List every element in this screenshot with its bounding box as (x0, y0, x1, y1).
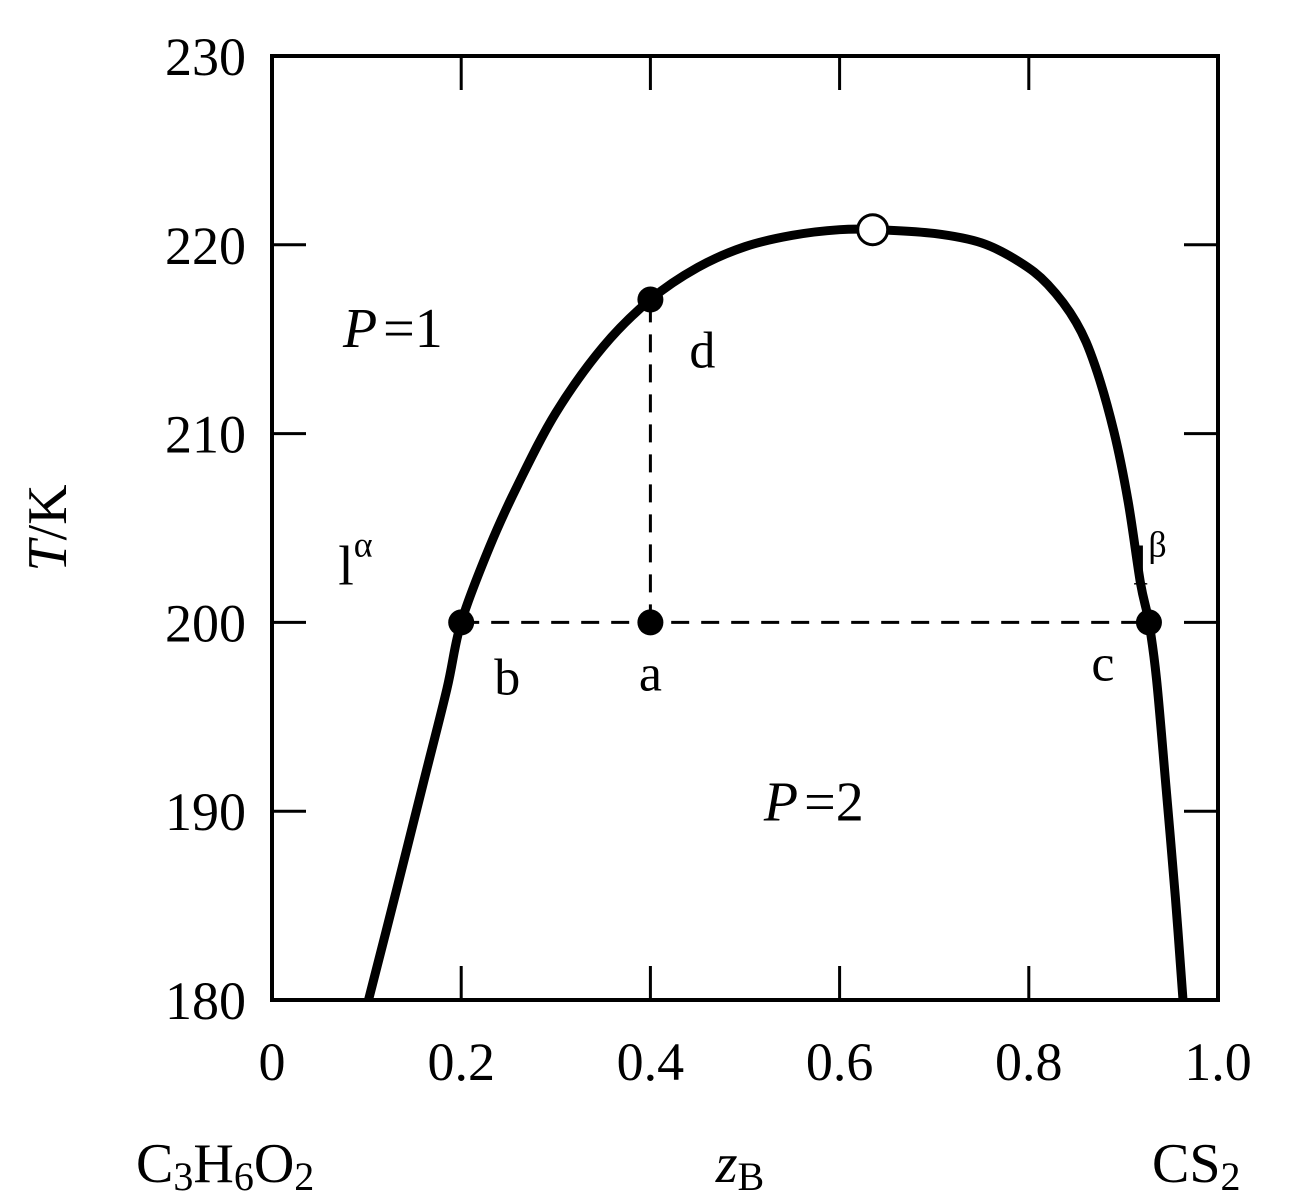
point-b (448, 609, 475, 636)
x-tick-label: 0.4 (617, 1032, 685, 1092)
point-label-b: b (494, 649, 520, 706)
point-label-d: d (689, 323, 715, 380)
point-label-a: a (639, 645, 662, 702)
x-tick-label: 0 (259, 1032, 286, 1092)
annotation-2: lα (338, 525, 373, 598)
component-right-label: CS2 (1152, 1133, 1241, 1199)
y-tick-label: 190 (165, 782, 246, 842)
point-a (637, 609, 664, 636)
y-axis-label: T/K (17, 484, 79, 571)
annotation-0: P =1 (342, 298, 443, 360)
x-tick-label: 0.8 (995, 1032, 1063, 1092)
x-tick-label: 0.6 (806, 1032, 874, 1092)
x-tick-label: 0.2 (427, 1032, 495, 1092)
y-tick-label: 180 (165, 971, 246, 1031)
x-axis-label: zB (715, 1133, 764, 1199)
point-label-c: c (1091, 635, 1114, 692)
annotation-3: lβ (1133, 525, 1167, 598)
plot-frame (270, 54, 1220, 1002)
x-tick-label: 1.0 (1184, 1032, 1252, 1092)
y-tick-label: 230 (165, 27, 246, 87)
annotation-1: P =2 (763, 772, 864, 834)
y-tick-label: 200 (165, 593, 246, 653)
component-left-label: C3H6O2 (136, 1133, 314, 1199)
coexistence-curve (364, 224, 1188, 1002)
point-d (637, 286, 664, 313)
y-tick-label: 220 (165, 216, 246, 276)
critical-point (856, 213, 890, 247)
point-c (1135, 609, 1162, 636)
y-tick-label: 210 (165, 405, 246, 465)
